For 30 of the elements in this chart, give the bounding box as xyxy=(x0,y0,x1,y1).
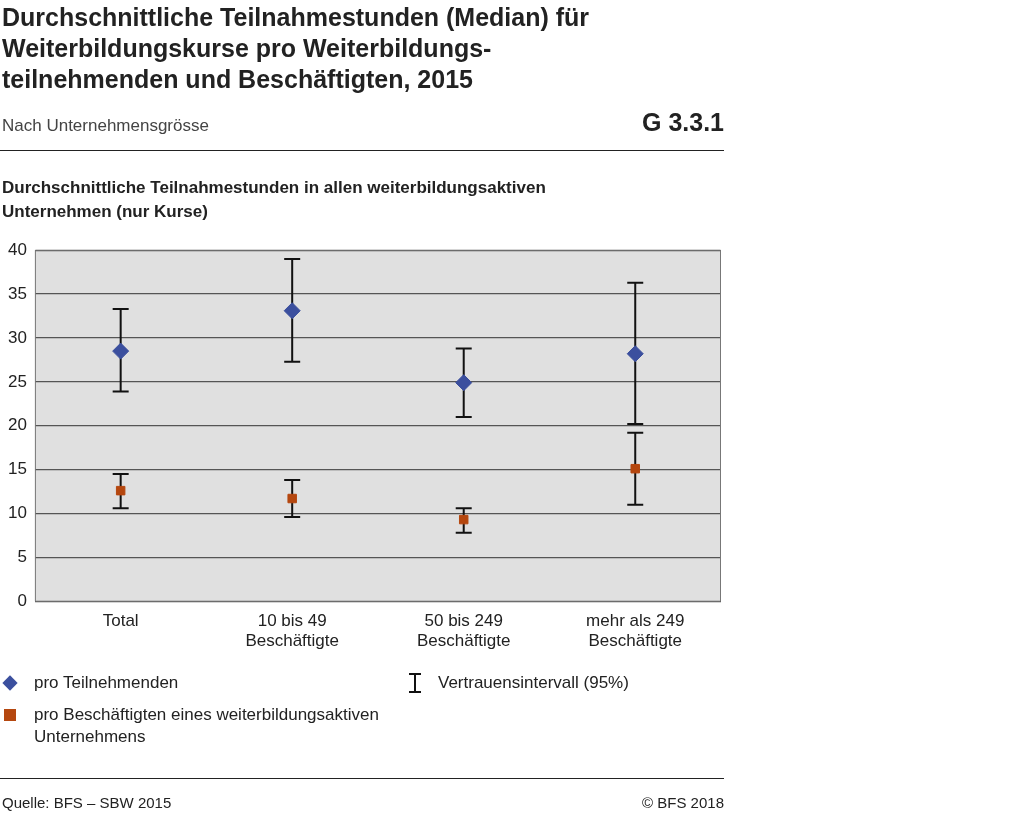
y-tick-label: 40 xyxy=(7,239,27,259)
point xyxy=(287,493,297,504)
x-tick-label: mehr als 249 Beschäftigte xyxy=(586,611,685,651)
point xyxy=(458,514,469,525)
point xyxy=(112,342,130,360)
point xyxy=(630,463,640,474)
point xyxy=(283,302,301,320)
y-tick-label: 0 xyxy=(17,590,27,610)
y-tick-label: 20 xyxy=(7,415,27,435)
legend-label: pro Teilnehmenden xyxy=(34,672,179,694)
y-tick-label: 30 xyxy=(7,327,27,347)
text: G 3.3.1 xyxy=(642,108,724,137)
x-tick-label: 10 bis 49 Beschäftigte xyxy=(245,611,339,651)
y-tick-label: 25 xyxy=(7,371,27,391)
x-tick-label: 50 bis 249 Beschäftigte xyxy=(416,611,511,651)
text: © BFS 2018 xyxy=(642,794,724,811)
y-tick-label: 10 xyxy=(7,503,27,523)
y-tick-label: 5 xyxy=(17,547,27,567)
chart-title: Durchschnittliche Teilnahmestunden (Median) für Weiterbildungskurse pro Weiterbildungs-teilnehmenden und Beschäftigten, 2015 xyxy=(2,2,591,95)
text: Vertrauensintervall (95%) xyxy=(438,672,629,694)
point xyxy=(626,345,644,363)
legend-label: pro Beschäftigten eines weiterbildungsaktiven Unternehmens xyxy=(34,704,380,748)
source-note: Quelle: BFS – SBW 2015 xyxy=(2,794,172,811)
y-tick-label: 15 xyxy=(7,459,27,479)
y-tick-label: 35 xyxy=(7,283,27,303)
point xyxy=(115,485,126,496)
y-axis-title: Durchschnittliche Teilnahmestunden in allen weiterbildungsaktiven Unternehmen (nur Kurse) xyxy=(2,177,547,223)
chart-subtitle: Nach Unternehmensgrösse xyxy=(2,116,209,136)
point xyxy=(455,374,473,392)
x-tick-label: Total xyxy=(102,611,139,631)
